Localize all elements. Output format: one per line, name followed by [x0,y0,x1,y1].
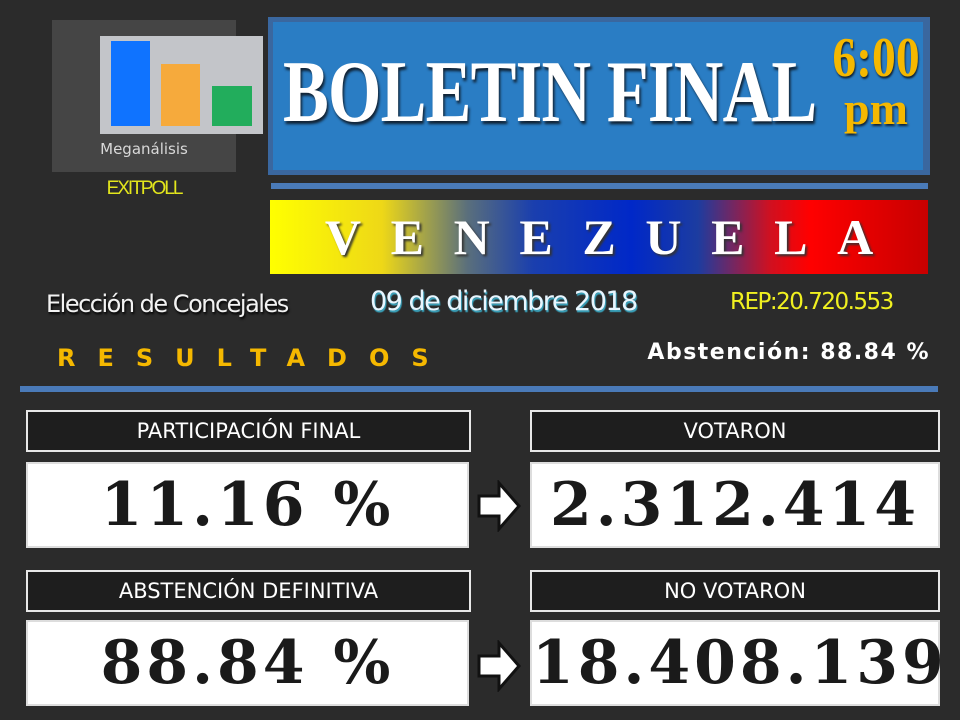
page-title: BOLETIN FINAL [283,44,817,141]
abstention-value: 88.84 % [26,620,469,706]
letter: E [711,209,745,265]
results-heading: RESULTADOS [57,344,451,372]
logo-bar-green [212,86,252,126]
meganalisis-logo: Meganálisis [52,20,263,172]
not-voted-value: 18.408.139 [530,620,944,706]
letter: A [837,209,874,265]
voted-value: 2.312.414 [530,462,940,548]
letter: N [453,209,490,265]
abstention-summary: Abstención: 88.84 % [647,340,930,365]
logo-bar-orange [161,64,200,126]
election-name: Elección de Concejales [46,290,289,318]
country-name: V E N E Z U E L A [270,200,928,274]
letter: U [645,209,682,265]
letter: Z [582,209,616,265]
divider [20,386,938,392]
title-banner: BOLETIN FINAL 6:00 pm [268,17,930,175]
time-ampm: pm [844,83,908,134]
voted-label: VOTARON [530,410,940,452]
abstention-label: ABSTENCIÓN DEFINITIVA [26,570,471,612]
logo-name: Meganálisis [100,140,188,158]
time-value: 6:00 [832,27,920,89]
letter: E [519,209,553,265]
not-voted-label: NO VOTARON [530,570,940,612]
registry-count: REP:20.720.553 [730,289,894,315]
arrow-right-icon [477,480,521,532]
exitpoll-label: EXITPOLL [106,178,184,199]
arrow-right-icon [477,640,521,692]
bulletin-time: 6:00 pm [821,30,931,132]
logo-bar-chart-icon [100,36,263,134]
letter: E [390,209,424,265]
letter: L [774,209,808,265]
divider [271,183,928,189]
participation-label: PARTICIPACIÓN FINAL [26,410,471,452]
country-banner: V E N E Z U E L A [270,200,928,274]
participation-value: 11.16 % [26,462,469,548]
election-date: 09 de diciembre 2018 [370,286,638,317]
letter: V [324,209,361,265]
logo-bar-blue [111,41,150,126]
